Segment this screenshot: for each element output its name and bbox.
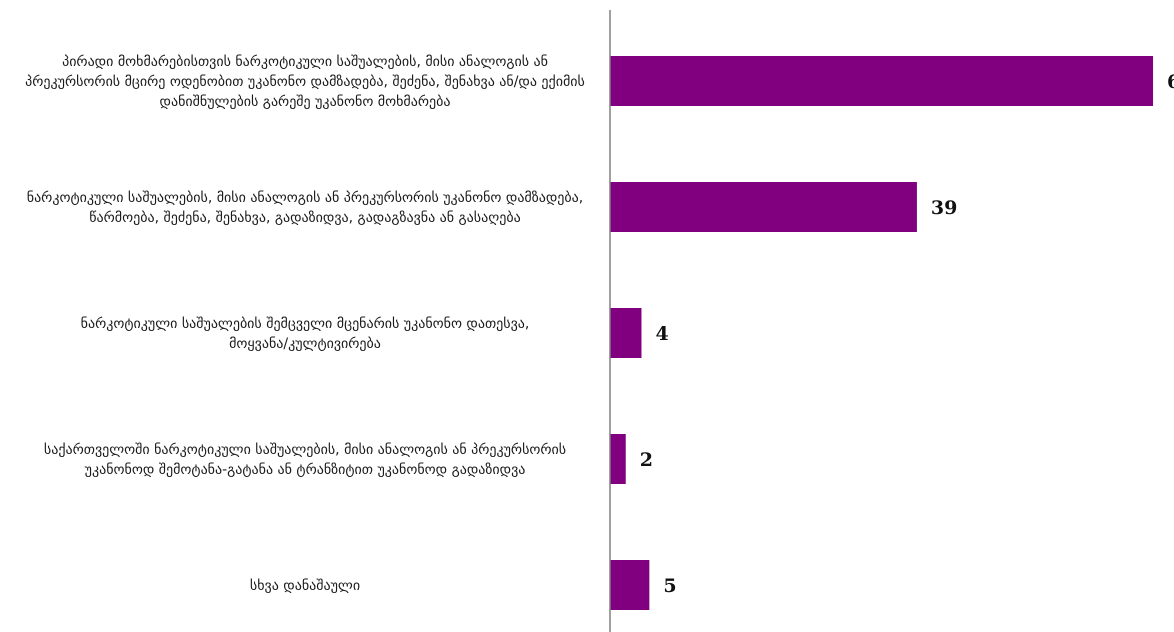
data-label: 4 (655, 323, 668, 345)
data-label: 5 (663, 575, 676, 597)
data-label: 69 (1167, 71, 1174, 93)
data-label: 2 (640, 449, 653, 471)
bar (610, 560, 650, 610)
category-label: სხვა დანაშაული (250, 578, 360, 594)
bar (610, 434, 626, 484)
bar (610, 182, 917, 232)
category-label: ნარკოტიკული საშუალების შემცველი მცენარის… (81, 315, 530, 352)
bar (610, 56, 1154, 106)
category-label: საქართველოში ნარკოტიკული საშუალების, მის… (44, 441, 566, 478)
data-label: 39 (931, 197, 957, 219)
category-label: ნარკოტიკული საშუალების, მისი ანალოგის ან… (27, 189, 583, 226)
category-label: პირადი მოხმარებისთვის ნარკოტიკული საშუალ… (25, 53, 585, 110)
bar (610, 308, 642, 358)
